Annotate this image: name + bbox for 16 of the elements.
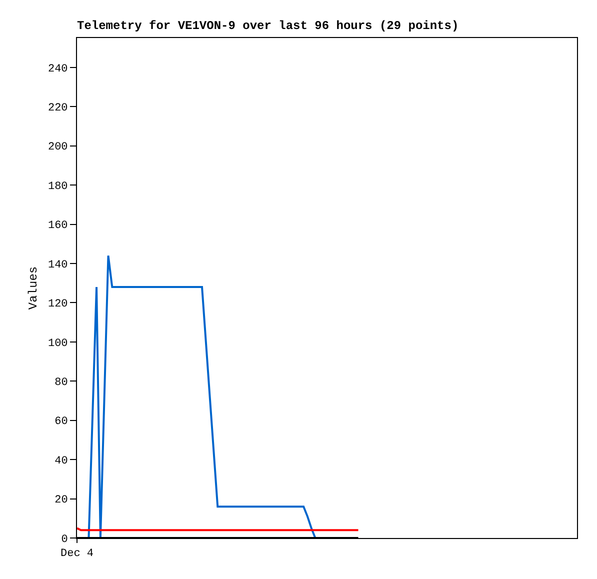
y-tick-label: 20 [54,494,68,507]
y-tick-label: 200 [48,142,68,154]
y-tick-label: 60 [54,416,68,428]
y-tick-label: 80 [54,376,68,389]
y-axis-title: Values [26,266,40,310]
x-tick-label: Dec 4 [60,548,94,560]
y-tick-label: 40 [54,455,68,468]
y-tick-label: 220 [48,102,68,114]
chart-title: Telemetry for VE1VON-9 over last 96 hours (29 points) [77,19,459,33]
y-tick-label: 160 [48,220,68,232]
y-tick-label: 0 [61,534,68,546]
y-tick-label: 180 [48,180,68,193]
y-tick-label: 140 [48,259,68,272]
y-tick-label: 120 [48,298,68,311]
y-tick-label: 240 [48,63,68,76]
y-tick-label: 100 [48,338,68,350]
